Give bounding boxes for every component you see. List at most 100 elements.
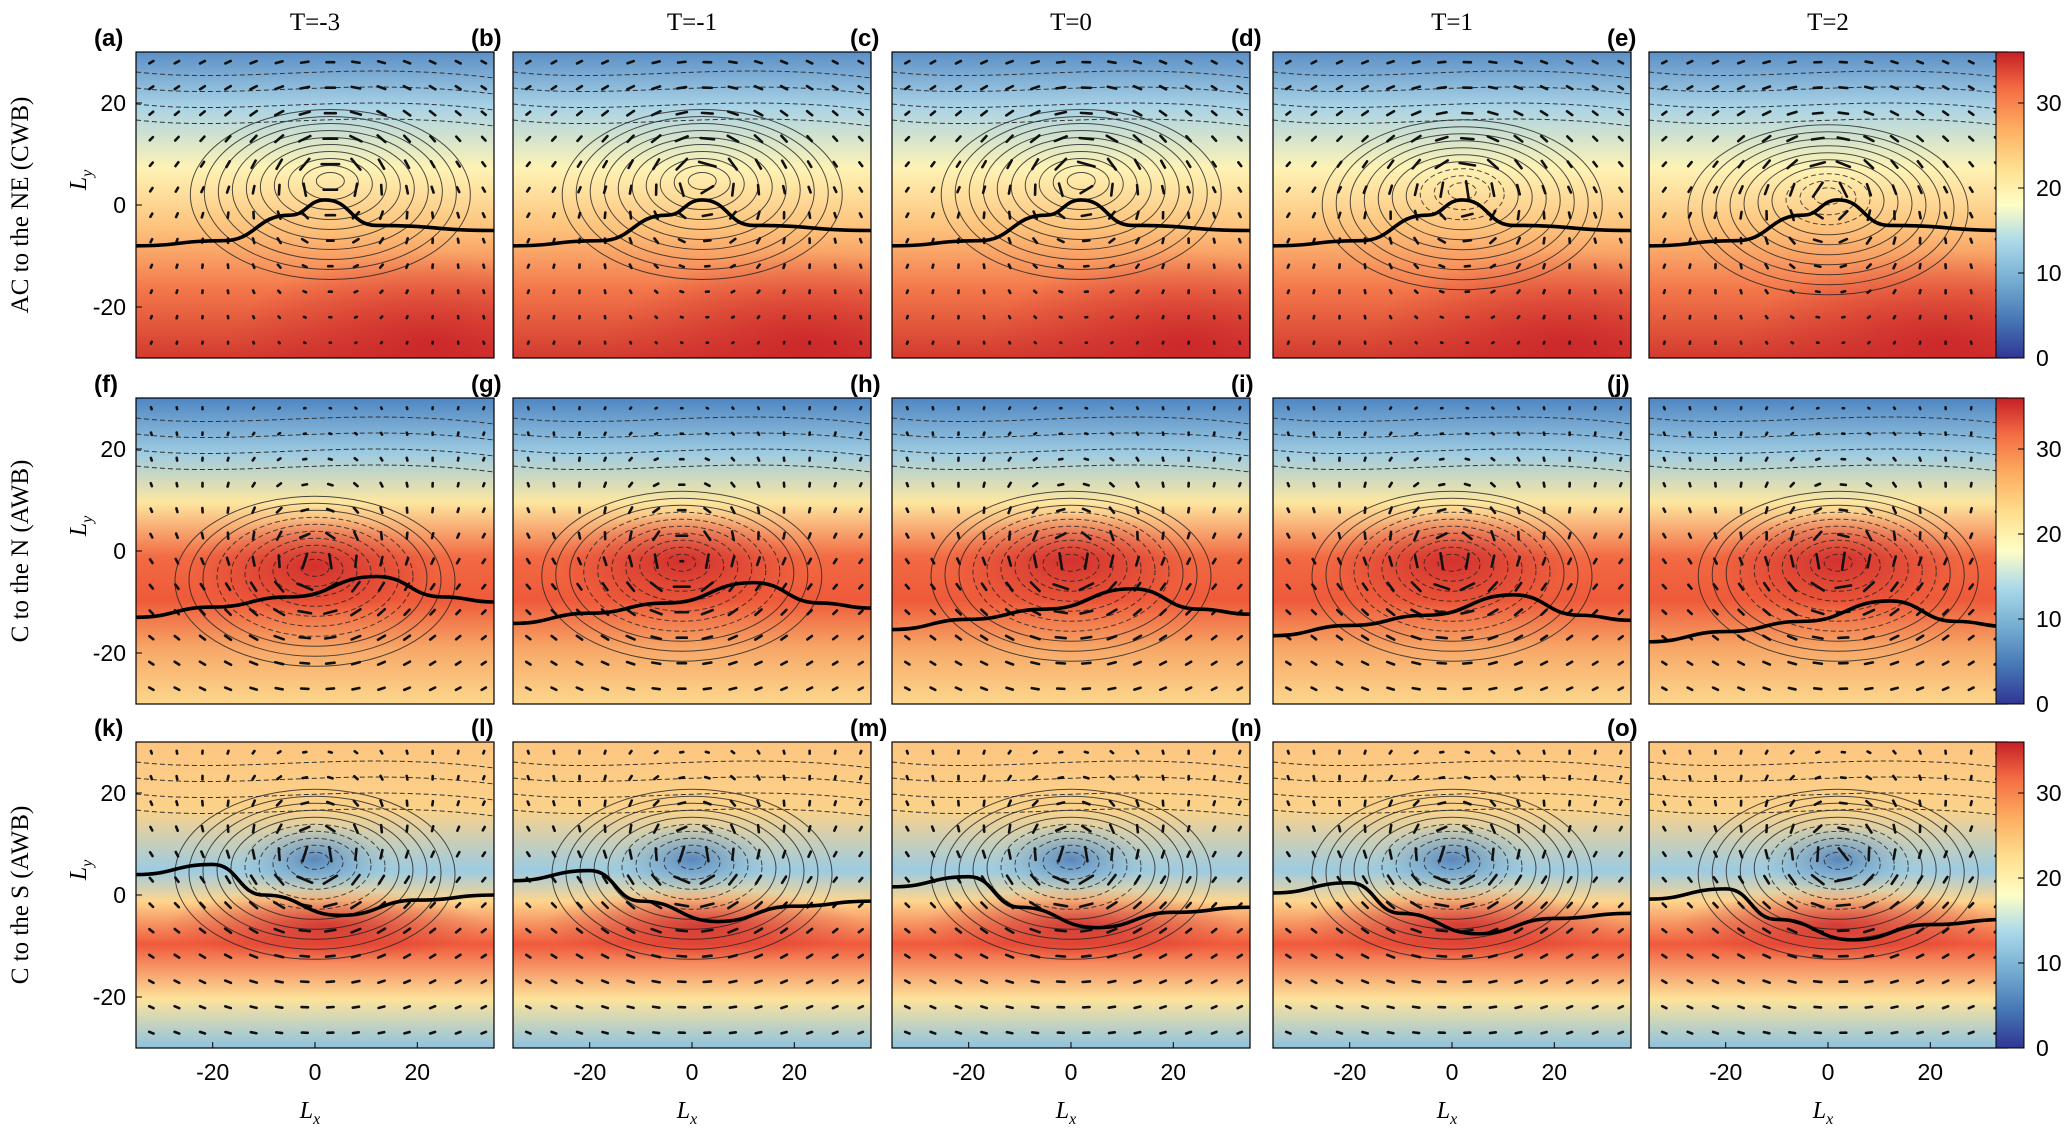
- wind-vector: [149, 825, 154, 832]
- panel-d: [1272, 51, 1632, 359]
- contour: [1757, 159, 1899, 246]
- wind-vector: [525, 557, 531, 565]
- wind-vector: [482, 289, 486, 295]
- wind-vector: [1762, 979, 1771, 985]
- wind-vector: [1490, 749, 1496, 755]
- contour: [1781, 532, 1895, 602]
- wind-vector: [379, 289, 384, 295]
- wind-vector: [1487, 581, 1499, 593]
- wind-vector: [526, 289, 531, 295]
- wind-vector: [175, 774, 179, 781]
- wind-vector: [1943, 237, 1948, 245]
- wind-vector: [349, 110, 363, 116]
- wind-vector: [275, 506, 283, 514]
- wind-vector: [628, 848, 633, 860]
- wind-vector: [1786, 927, 1798, 934]
- wind-vector: [1918, 799, 1922, 807]
- wind-vector: [1836, 136, 1851, 142]
- wind-vector: [1438, 845, 1446, 863]
- wind-vector: [1915, 953, 1925, 960]
- wind-vector: [1312, 507, 1316, 514]
- wind-vector: [149, 456, 154, 462]
- wind-vector: [552, 506, 556, 514]
- wind-vector: [456, 800, 461, 807]
- wind-vector: [275, 158, 284, 171]
- wind-vector: [756, 823, 761, 834]
- wind-vector: [859, 405, 863, 411]
- wind-vector: [956, 211, 961, 219]
- wind-vector: [526, 456, 531, 462]
- x-tick-label: 20: [1917, 1059, 1943, 1085]
- wind-vector: [302, 182, 308, 197]
- wind-vector: [1516, 315, 1521, 320]
- wind-vector: [1284, 953, 1292, 959]
- wind-vector: [1363, 481, 1367, 488]
- contour: [513, 432, 871, 441]
- wind-vector: [1867, 340, 1871, 345]
- wind-vector: [226, 481, 230, 488]
- thick-contour: [1649, 198, 2007, 248]
- wind-vector: [148, 902, 155, 909]
- wind-vector: [1032, 263, 1038, 269]
- wind-vector: [456, 237, 460, 244]
- wind-vector: [1108, 481, 1115, 488]
- wind-vector: [858, 800, 863, 807]
- wind-vector: [1713, 211, 1718, 220]
- x-tick-label: 0: [1065, 1059, 1078, 1085]
- wind-vector: [224, 901, 233, 910]
- wind-vector: [653, 431, 659, 436]
- wind-vector: [1236, 979, 1244, 985]
- wind-vector: [702, 661, 713, 666]
- contour: [1437, 851, 1467, 870]
- wind-vector: [1662, 431, 1667, 437]
- wind-vector: [603, 749, 607, 755]
- wind-vector: [1433, 583, 1451, 591]
- wind-vector: [1385, 109, 1396, 117]
- wind-vector: [756, 456, 761, 462]
- contour: [136, 432, 494, 441]
- wind-vector: [198, 59, 207, 65]
- wind-vector: [379, 406, 384, 411]
- wind-vector: [1161, 314, 1165, 320]
- wind-vector: [1312, 800, 1316, 807]
- wind-vector: [1211, 902, 1218, 909]
- wind-vector: [1413, 481, 1420, 488]
- wind-vector: [147, 660, 155, 666]
- wind-vector: [1459, 902, 1475, 909]
- wind-vector: [858, 161, 864, 168]
- wind-vector: [352, 530, 359, 541]
- wind-vector: [1618, 800, 1623, 807]
- contour: [892, 102, 1250, 111]
- wind-vector: [277, 315, 282, 320]
- wind-vector: [302, 315, 307, 319]
- wind-vector: [904, 609, 911, 616]
- wind-vector: [1941, 634, 1950, 641]
- wind-vector: [1863, 635, 1875, 641]
- wind-vector: [602, 849, 608, 859]
- wind-vector: [1739, 749, 1743, 755]
- wind-vector: [1686, 660, 1694, 666]
- wind-vector: [1941, 953, 1950, 960]
- y-axis-label-subscript: y: [79, 859, 96, 869]
- contour: [1767, 823, 1909, 910]
- wind-vector: [1618, 774, 1623, 781]
- wind-vector: [905, 289, 910, 295]
- wind-vector: [1212, 800, 1217, 807]
- wind-vector: [324, 954, 336, 958]
- wind-vector: [1617, 979, 1625, 985]
- wind-vector: [1007, 184, 1012, 195]
- wind-vector: [1335, 1030, 1344, 1035]
- wind-vector: [1592, 876, 1599, 884]
- wind-vector: [1565, 59, 1574, 65]
- contour: [1311, 490, 1593, 662]
- wind-vector: [1005, 134, 1014, 144]
- wind-vector: [378, 237, 385, 245]
- wind-vector: [1310, 583, 1317, 591]
- wind-vector: [1515, 263, 1522, 270]
- contour: [1687, 124, 1969, 296]
- wind-vector: [575, 660, 584, 666]
- wind-vector: [1158, 84, 1168, 91]
- wind-vector: [1033, 847, 1037, 862]
- wind-vector: [1617, 609, 1624, 616]
- panel-e: [1648, 51, 2008, 359]
